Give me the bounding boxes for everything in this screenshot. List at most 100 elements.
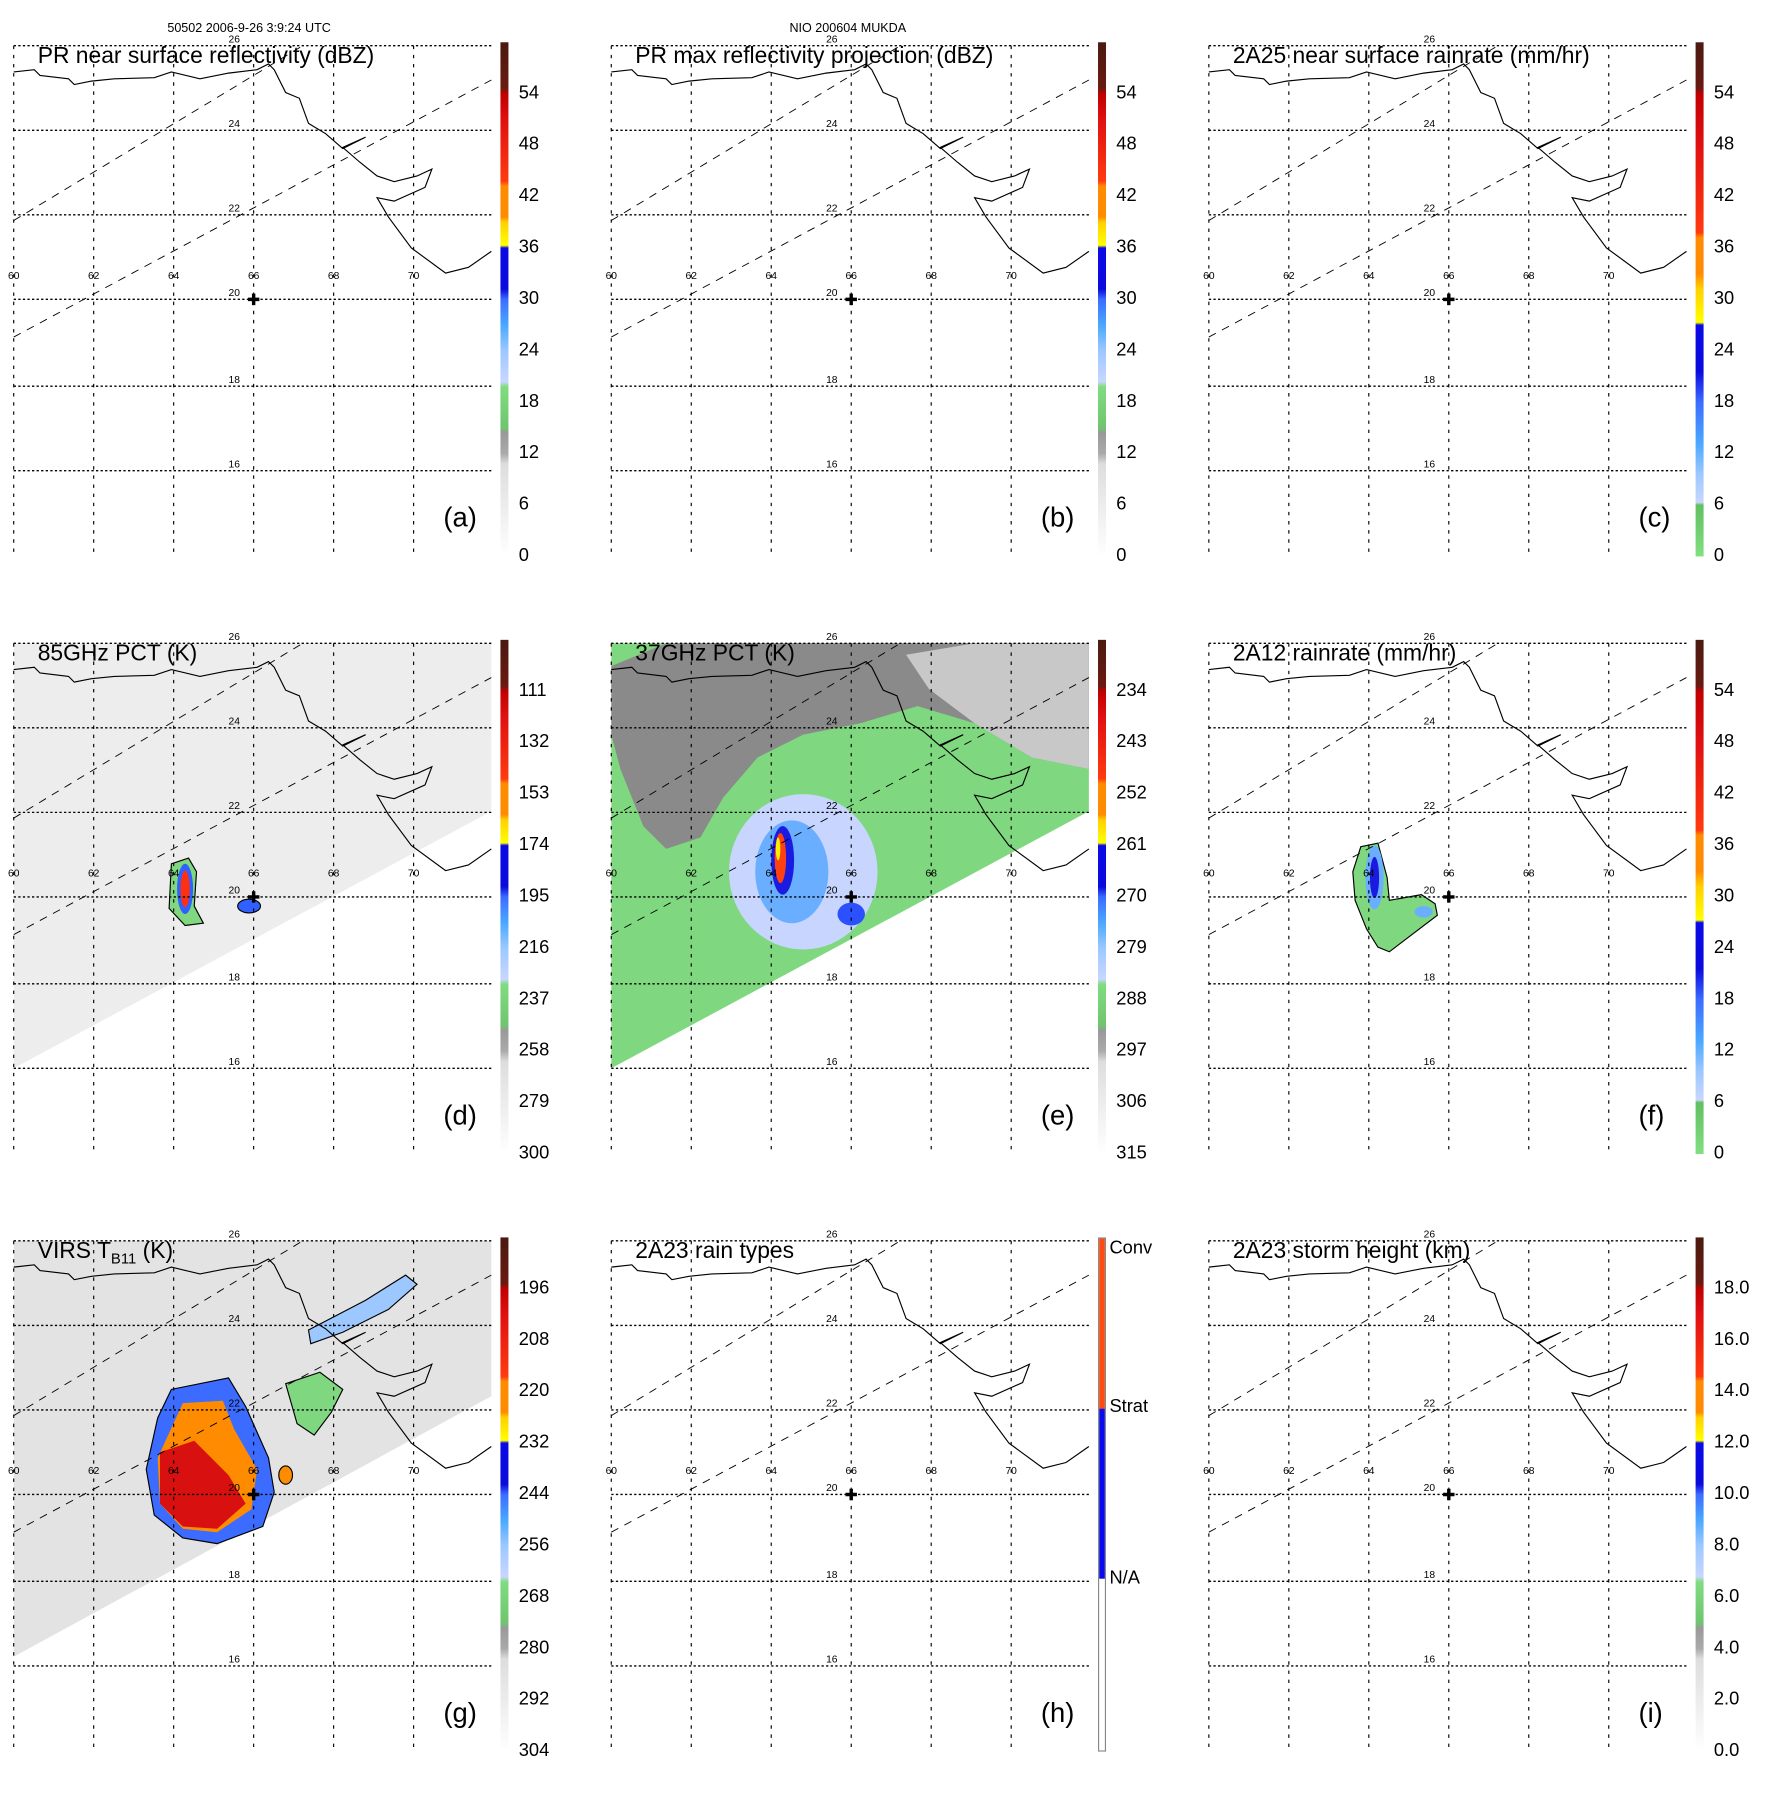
- lon-label: 60: [1203, 271, 1215, 282]
- lat-label: 20: [1424, 1483, 1436, 1494]
- storm-center-marker: [1443, 891, 1455, 903]
- lat-label: 20: [229, 885, 241, 896]
- panel-i: 60 62 64 66 68 70 26 24 22 20 18 16 2A23 storm heigh…: [1195, 1195, 1771, 1793]
- colorbar-label: N/A: [1109, 1568, 1140, 1589]
- lon-label: 68: [925, 1466, 937, 1477]
- colorbar-label: 261: [1116, 835, 1147, 855]
- storm-center-marker: [1443, 1488, 1455, 1501]
- lon-label: 64: [168, 271, 180, 282]
- lon-label: 62: [1283, 1466, 1295, 1477]
- lat-label: 24: [229, 119, 241, 130]
- lon-label: 60: [606, 1466, 618, 1477]
- colorbar: [1695, 42, 1704, 557]
- swath-edge-line: [1208, 677, 1687, 936]
- lat-label: 24: [826, 716, 838, 727]
- swath-edge-line: [611, 642, 901, 819]
- panel-title: PR max reflectivity projection (dBZ): [635, 43, 993, 69]
- colorbar-label: 216: [518, 938, 550, 958]
- lat-label: 22: [229, 203, 241, 214]
- panel-letter: (d): [443, 1100, 477, 1132]
- lon-label: 64: [1363, 1466, 1375, 1477]
- colorbar-label: 42: [518, 186, 540, 206]
- panel-letter: (i): [1638, 1697, 1663, 1729]
- colorbar-label: 6: [518, 494, 529, 515]
- swath-edge-line: [611, 45, 901, 221]
- lat-label: 16: [229, 1057, 241, 1068]
- lon-label: 60: [606, 868, 618, 879]
- title-text: 2A25 near surface rainrate (mm/hr): [1232, 43, 1590, 69]
- lon-label: 66: [248, 1466, 260, 1477]
- panel-d: 60 62 64 66 68 70 26 24 22 20 18 16 85GHz PCT (K) (d)…: [0, 598, 598, 1196]
- colorbar-label: 0: [1713, 1143, 1725, 1164]
- map-g: 60 62 64 66 68 70 26 24 22 20 18 16: [8, 1229, 492, 1752]
- colorbar-label: 174: [518, 835, 550, 855]
- lat-label: 24: [826, 1314, 838, 1325]
- panel-title: 37GHz PCT (K): [635, 641, 795, 667]
- storm-name-header: NIO 200604 MUKDA: [789, 21, 907, 36]
- colorbar-label: 12: [1713, 1040, 1735, 1061]
- coastline: [1208, 1258, 1687, 1469]
- map-e: 60 62 64 66 68 70 26 24 22 20 18 16: [606, 632, 1090, 1155]
- colorbar-label: 279: [518, 1092, 550, 1112]
- colorbar-label: 42: [1713, 186, 1735, 206]
- lon-label: 62: [686, 271, 698, 282]
- colorbar: [500, 1237, 509, 1752]
- colorbar-label: 6: [1713, 1092, 1725, 1112]
- rain-core: [1369, 856, 1380, 899]
- lon-label: 64: [1363, 271, 1375, 282]
- panel-letter: (c): [1638, 502, 1671, 534]
- panel-e: 60 62 64 66 68 70 26 24 22 20 18 16 37GHz PCT (K) (e)…: [598, 598, 1196, 1196]
- colorbar-label: 306: [1116, 1092, 1147, 1112]
- lat-label: 16: [826, 1057, 838, 1068]
- swath-edge-line: [13, 642, 304, 819]
- colorbar-label: 2.0: [1713, 1689, 1740, 1710]
- swath-edge-line: [13, 1274, 492, 1533]
- colorbar-label: 111: [518, 680, 547, 701]
- colorbar-label: 30: [1713, 289, 1735, 309]
- colorbar-label: 36: [1116, 237, 1137, 258]
- rain-core: [837, 902, 865, 926]
- colorbar-label: 24: [1116, 340, 1137, 360]
- panel-g: 60 62 64 66 68 70 26 24 22 20 18 16 VIRS TB11 (K) (g)…: [0, 1195, 598, 1793]
- colorbar-label: 16.0: [1713, 1329, 1750, 1350]
- colorbar-label: 0: [1116, 546, 1127, 566]
- panel-title: 2A23 storm height (km): [1233, 1239, 1470, 1265]
- storm-center-marker: [247, 1488, 260, 1501]
- panel-title: 85GHz PCT (K): [38, 641, 198, 667]
- colorbar-label: 0.0: [1713, 1741, 1740, 1761]
- coastline: [611, 63, 1090, 274]
- lat-label: 18: [1424, 375, 1436, 386]
- panel-letter: (a): [443, 502, 477, 534]
- colorbar-label: 288: [1116, 989, 1147, 1009]
- colorbar-label: Conv: [1109, 1238, 1153, 1258]
- lon-label: 60: [1203, 1466, 1215, 1477]
- colorbar-label: 12.0: [1713, 1432, 1750, 1453]
- colorbar-label: 18.0: [1713, 1278, 1750, 1298]
- lon-label: 68: [1523, 1466, 1535, 1477]
- lat-label: 26: [826, 34, 838, 45]
- lon-label: 70: [1603, 868, 1615, 879]
- colorbar-label: 14.0: [1713, 1381, 1750, 1401]
- colorbar: [1695, 639, 1704, 1155]
- panel-title: 2A12 rainrate (mm/hr): [1233, 641, 1457, 667]
- lon-label: 70: [1005, 868, 1017, 879]
- colorbar-label: 153: [518, 783, 550, 804]
- lon-label: 64: [1363, 868, 1375, 879]
- lat-label: 20: [1424, 885, 1436, 896]
- colorbar-label: 237: [518, 989, 550, 1009]
- lat-label: 20: [826, 1483, 838, 1494]
- colorbar-label: 36: [518, 237, 540, 258]
- colorbar-label: 36: [1713, 835, 1735, 855]
- lon-label: 66: [846, 868, 858, 879]
- map-i: 60 62 64 66 68 70 26 24 22 20 18 16: [1203, 1229, 1687, 1752]
- lon-label: 70: [408, 271, 420, 282]
- lon-label: 68: [925, 271, 937, 282]
- lat-label: 26: [229, 34, 241, 45]
- colorbar-label: 258: [518, 1040, 550, 1061]
- map-f: 60 62 64 66 68 70 26 24 22 20 18 16: [1203, 632, 1687, 1155]
- colorbar-label: 12: [518, 443, 540, 463]
- colorbar-label: 8.0: [1713, 1535, 1740, 1556]
- colorbar-label: 48: [1116, 134, 1137, 155]
- lon-label: 68: [328, 868, 340, 879]
- lat-label: 26: [229, 1229, 241, 1240]
